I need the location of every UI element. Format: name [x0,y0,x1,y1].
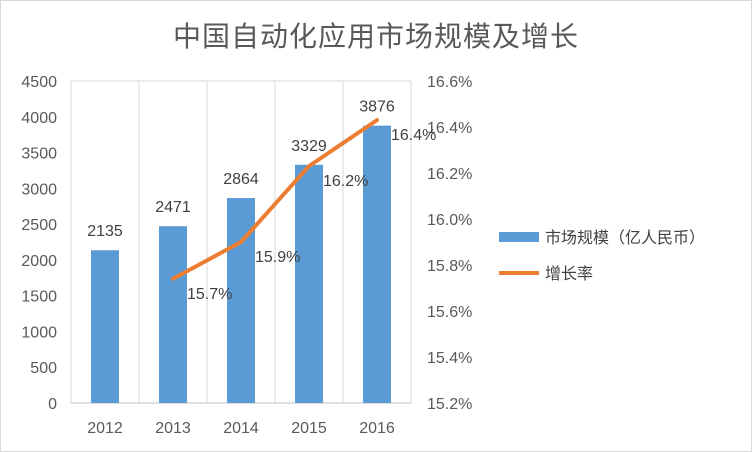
legend-label-bar: 市场规模（亿人民币） [545,228,705,247]
y-right-tick-label: 16.0% [427,212,472,229]
y-left-tick-label: 4000 [21,110,57,127]
bar-data-label: 3329 [291,138,327,155]
y-left-tick-label: 4500 [21,74,57,91]
bar-data-label: 2864 [223,171,259,188]
y-right-tick-label: 16.2% [427,166,472,183]
x-tick-label: 2015 [291,420,327,437]
y-left-tick-label: 3000 [21,181,57,198]
x-tick-label: 2013 [155,420,191,437]
y-right-tick-label: 16.6% [427,74,472,91]
line-data-label: 16.2% [323,173,368,190]
bar-data-label: 3876 [359,99,395,116]
bar [159,226,187,403]
y-left-tick-label: 500 [30,360,57,377]
y-right-tick-label: 15.2% [427,396,472,413]
y-right-tick-label: 16.4% [427,120,472,137]
y-right-tick-label: 15.6% [427,304,472,321]
x-tick-label: 2014 [223,420,259,437]
legend-label-line: 增长率 [545,264,593,283]
x-tick-label: 2016 [359,420,395,437]
line-data-label: 15.9% [255,249,300,266]
bar [295,164,323,403]
growth-line [171,118,379,281]
y-left-tick-label: 0 [48,396,57,413]
legend-swatch-bar [499,232,539,242]
y-right-tick-label: 15.4% [427,350,472,367]
y-right-tick-label: 15.8% [427,258,472,275]
y-left-tick-label: 2500 [21,217,57,234]
line-data-label: 15.7% [187,286,232,303]
line-data-label: 16.4% [391,127,436,144]
x-tick-label: 2012 [87,420,123,437]
y-left-tick-label: 3500 [21,146,57,163]
y-left-tick-label: 1500 [21,289,57,306]
y-left-tick-label: 2000 [21,253,57,270]
chart-title: 中国自动化应用市场规模及增长 [172,20,579,53]
bar-data-label: 2135 [87,223,123,240]
y-left-tick-label: 1000 [21,324,57,341]
bar-data-label: 2471 [155,199,191,216]
bar [91,250,119,403]
bar [363,125,391,403]
